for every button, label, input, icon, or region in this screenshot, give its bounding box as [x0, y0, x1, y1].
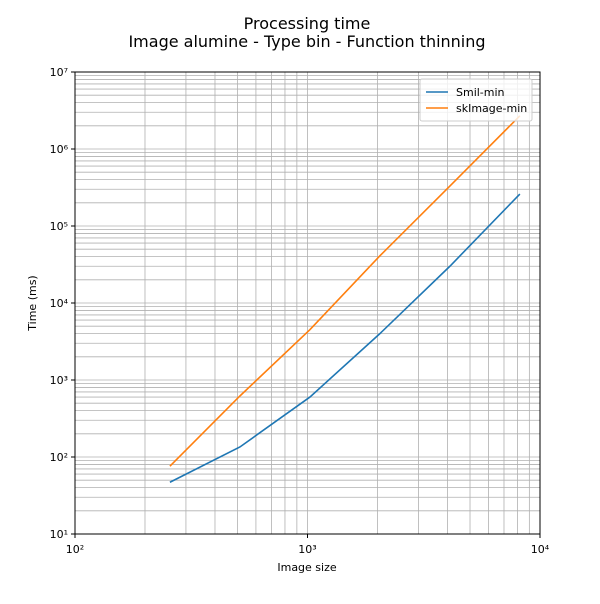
y-tick-label: 10⁶	[50, 143, 69, 156]
y-tick-label: 10⁴	[50, 297, 69, 310]
chart-title: Processing time	[244, 14, 371, 33]
x-axis-label: Image size	[277, 561, 337, 574]
y-axis-label: Time (ms)	[26, 275, 39, 331]
series-line	[169, 193, 521, 483]
legend-label: Smil-min	[456, 86, 505, 99]
x-tick-label: 10²	[66, 543, 84, 556]
series-line	[169, 115, 521, 467]
y-tick-label: 10⁷	[50, 66, 68, 79]
y-tick-label: 10¹	[50, 528, 68, 541]
legend-label: skImage-min	[456, 102, 527, 115]
legend-box	[419, 78, 533, 122]
x-tick-label: 10³	[298, 543, 316, 556]
y-tick-label: 10²	[50, 451, 68, 464]
y-tick-label: 10³	[50, 374, 68, 387]
plot-frame	[74, 71, 541, 535]
chart-subtitle: Image alumine - Type bin - Function thin…	[128, 32, 485, 51]
x-tick-label: 10⁴	[531, 543, 550, 556]
y-tick-label: 10⁵	[50, 220, 68, 233]
